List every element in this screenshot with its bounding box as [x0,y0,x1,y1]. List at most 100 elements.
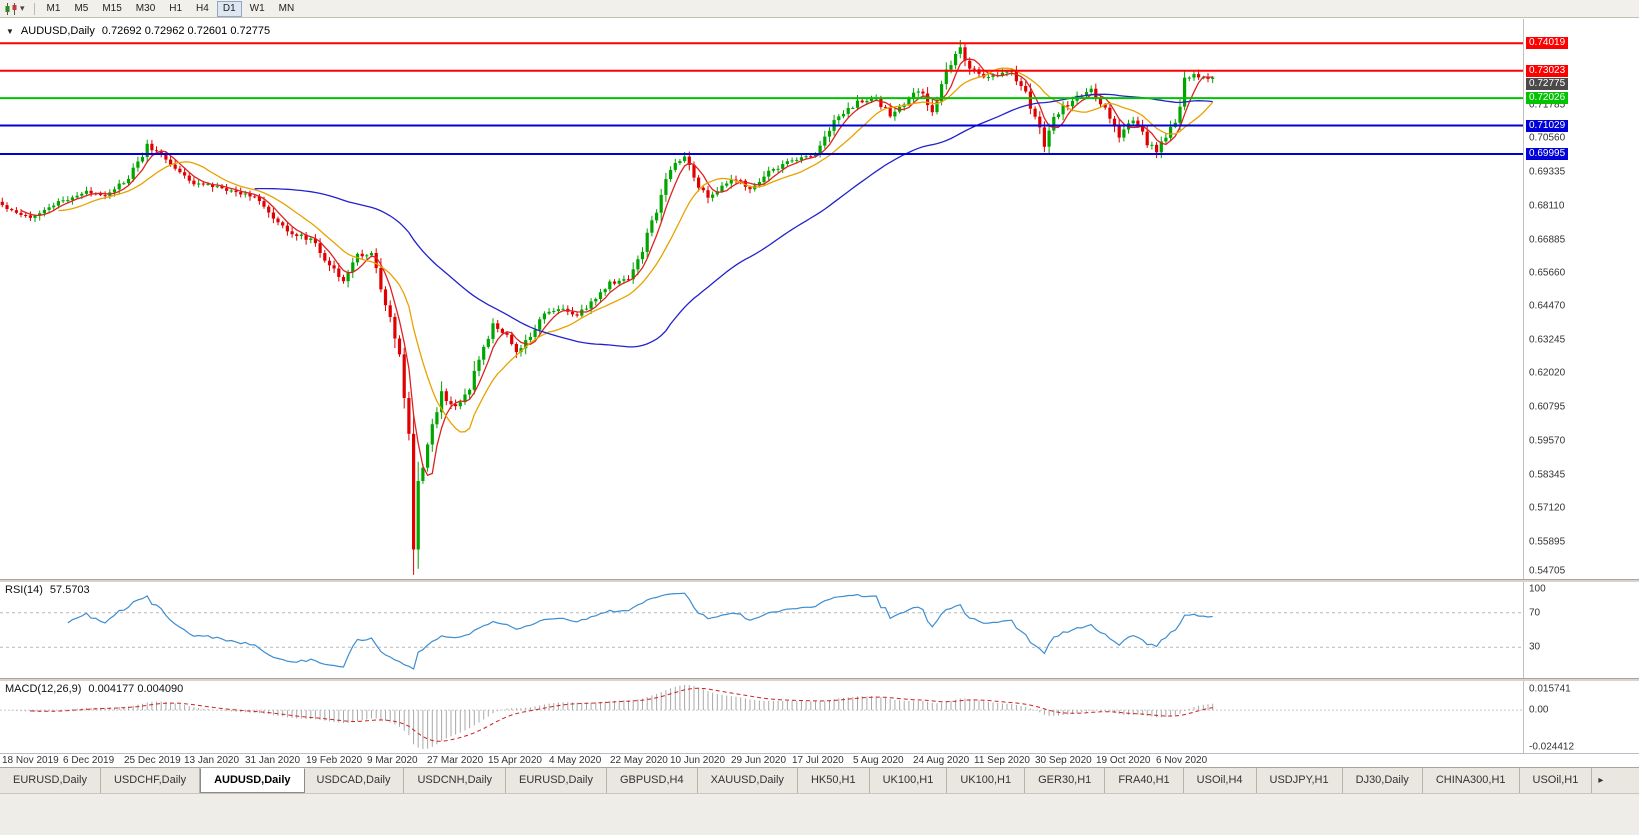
timeframe-button-h1[interactable]: H1 [169,2,183,14]
price-axis-label: 0.62020 [1529,367,1566,379]
chart-tab-usdchf-daily[interactable]: USDCHF,Daily [101,768,201,793]
time-axis-label: 5 Aug 2020 [853,755,904,766]
status-bar [0,793,1639,835]
timeframe-toolbar: M1 M5 M15 M30 H1 H4 D1 W1 MN [41,0,301,17]
rsi-axis-label: 70 [1529,607,1541,619]
time-axis[interactable]: 18 Nov 2019 6 Dec 2019 25 Dec 2019 13 Jan 2… [0,753,1639,767]
chart-tabs-bar: EURUSD,Daily USDCHF,Daily AUDUSD,Daily USDC… [0,767,1639,793]
rsi-axis-label: 30 [1529,641,1541,653]
macd-axis-label: 0.00 [1529,704,1549,716]
macd-axis[interactable]: 0.015741 0.00 -0.024412 [1523,681,1639,753]
chart-tab-eurusd-daily[interactable]: EURUSD,Daily [506,768,607,793]
macd-canvas[interactable] [0,681,1523,753]
time-axis-label: 27 Mar 2020 [427,755,484,766]
level-price-tag: 0.74019 [1526,37,1569,50]
price-axis-label: 0.64470 [1529,300,1566,312]
time-axis-label: 10 Jun 2020 [670,755,726,766]
chart-tab-uk100-h1[interactable]: UK100,H1 [870,768,948,793]
price-axis[interactable]: 0.71785 0.70560 0.69335 0.68110 0.66885 0.656… [1523,19,1639,579]
price-axis-label: 0.57120 [1529,502,1566,514]
timeframe-button-m15[interactable]: M15 [102,2,122,14]
level-price-tag: 0.71029 [1526,119,1569,132]
price-axis-label: 0.60795 [1529,401,1566,413]
candlestick-chart-icon[interactable] [4,2,18,15]
timeframe-button-h4[interactable]: H4 [196,2,209,14]
rsi-canvas[interactable] [0,582,1523,678]
chart-tab-xauusd-daily[interactable]: XAUUSD,Daily [698,768,798,793]
price-axis-label: 0.54705 [1529,565,1566,577]
price-axis-label: 0.69335 [1529,166,1566,178]
time-axis-label: 6 Nov 2020 [1156,755,1208,766]
macd-axis-label: 0.015741 [1529,683,1571,695]
time-axis-label: 18 Nov 2019 [2,755,59,766]
time-axis-label: 11 Sep 2020 [974,755,1030,766]
chart-title: ▼ AUDUSD,Daily 0.72692 0.72962 0.72601 0… [6,25,270,37]
chart-tab-gbpusd-h4[interactable]: GBPUSD,H4 [607,768,698,793]
chart-tab-fra40-h1[interactable]: FRA40,H1 [1105,768,1184,793]
rsi-title: RSI(14) [5,584,43,596]
level-price-tag: 0.69995 [1526,148,1569,160]
toolbar-separator [33,2,35,15]
timeframe-button-m1[interactable]: M1 [46,2,61,14]
chart-tab-dj30-daily[interactable]: DJ30,Daily [1343,768,1423,793]
time-axis-label: 25 Dec 2019 [124,755,181,766]
time-axis-label: 22 May 2020 [610,755,668,766]
price-axis-label: 0.63245 [1529,334,1566,346]
chart-tab-eurusd-daily[interactable]: EURUSD,Daily [0,768,101,793]
price-axis-label: 0.68110 [1529,200,1565,212]
time-axis-label: 6 Dec 2019 [63,755,115,766]
chart-tab-audusd-daily[interactable]: AUDUSD,Daily [200,768,305,793]
level-price-tag: 0.72026 [1526,92,1569,105]
chart-tab-ger30-h1[interactable]: GER30,H1 [1025,768,1106,793]
panel-divider[interactable] [0,678,1639,681]
price-axis-label: 0.58345 [1529,469,1566,481]
chart-symbol-label: AUDUSD,Daily [20,25,95,37]
time-axis-label: 31 Jan 2020 [245,755,301,766]
price-axis-label: 0.55895 [1529,536,1566,548]
tab-scroll-right-icon[interactable]: ▸ [1598,775,1604,786]
price-axis-label: 0.65660 [1529,267,1566,279]
time-axis-label: 19 Oct 2020 [1096,755,1151,766]
price-axis-label: 0.71785 [1529,99,1566,111]
rsi-axis[interactable]: 100 70 30 [1523,582,1639,678]
time-axis-label: 9 Mar 2020 [367,755,418,766]
time-axis-label: 4 May 2020 [549,755,602,766]
time-axis-label: 17 Jul 2020 [792,755,844,766]
rsi-panel: 100 70 30 RSI(14) 57.5703 [0,582,1639,678]
price-axis-label: 0.70560 [1529,132,1566,144]
time-axis-label: 30 Sep 2020 [1035,755,1092,766]
macd-axis-label: -0.024412 [1529,741,1575,753]
timeframe-button-mn[interactable]: MN [278,2,295,14]
chart-tab-usoil-h4[interactable]: USOil,H4 [1184,768,1257,793]
price-axis-label: 0.66885 [1529,234,1566,246]
macd-panel: 0.015741 0.00 -0.024412 MACD(12,26,9) 0.004… [0,681,1639,753]
level-price-tag: 0.73023 [1526,64,1569,77]
timeframe-button-m30[interactable]: M30 [135,2,156,14]
chart-tab-usoil-h1[interactable]: USOil,H1 [1520,768,1593,793]
chart-tab-usdcad-daily[interactable]: USDCAD,Daily [304,768,405,793]
price-chart-canvas[interactable] [0,19,1523,579]
triangle-down-icon[interactable]: ▼ [6,26,14,36]
time-axis-label: 19 Feb 2020 [306,755,363,766]
macd-title: MACD(12,26,9) [5,683,82,695]
price-axis-label: 0.59570 [1529,435,1566,447]
timeframe-button-m5[interactable]: M5 [74,2,89,14]
rsi-value: 57.5703 [49,584,90,596]
chart-tab-uk100-h1[interactable]: UK100,H1 [947,768,1026,793]
chart-tab-hk50-h1[interactable]: HK50,H1 [798,768,870,793]
timeframe-button-d1[interactable]: D1 [216,0,242,17]
chevron-down-icon[interactable]: ▾ [20,3,25,13]
chart-ohlc-values: 0.72692 0.72962 0.72601 0.72775 [101,25,271,37]
chart-tab-china300-h1[interactable]: CHINA300,H1 [1423,768,1520,793]
rsi-axis-label: 100 [1529,583,1546,595]
time-axis-label: 29 Jun 2020 [731,755,787,766]
main-chart-panel: 0.71785 0.70560 0.69335 0.68110 0.66885 0.656… [0,19,1639,579]
time-axis-label: 24 Aug 2020 [913,755,970,766]
chart-tab-usdcnh-daily[interactable]: USDCNH,Daily [404,768,507,793]
current-price-tag: 0.72775 [1526,77,1569,90]
chart-tab-usdjpy-h1[interactable]: USDJPY,H1 [1257,768,1343,793]
macd-values: 0.004177 0.004090 [88,683,184,695]
timeframe-button-w1[interactable]: W1 [249,2,265,14]
panel-divider[interactable] [0,579,1639,582]
